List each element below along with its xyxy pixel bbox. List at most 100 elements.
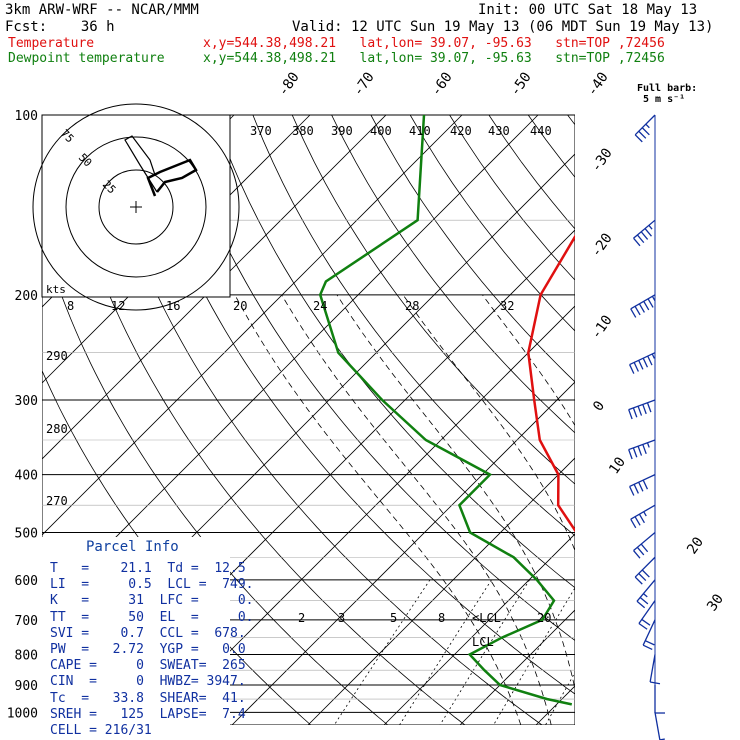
- moist-adiabat-label: 28: [405, 299, 419, 313]
- barb-flag: [642, 357, 649, 368]
- barb-flag: [629, 486, 635, 496]
- wind-barb: [628, 399, 656, 420]
- barb-flag: [644, 228, 652, 237]
- barb-flag: [642, 479, 649, 490]
- barb-flag: [642, 644, 653, 651]
- dry-adiabat: [449, 115, 575, 281]
- moist-adiabat-label: 20: [233, 299, 247, 313]
- parcel-info-row: K = 31 LFC = 0.: [50, 593, 254, 609]
- temperature-legend-label: Temperature: [8, 36, 95, 51]
- theta-label: 400: [370, 124, 392, 138]
- barb-shaft: [630, 294, 656, 310]
- barb-flag: [638, 303, 645, 313]
- barb-flag: [628, 409, 633, 420]
- mixing-ratio-label: 2: [298, 611, 305, 625]
- wind-barb: [629, 474, 656, 496]
- barb-flag: [640, 231, 649, 240]
- wind-barb: [634, 114, 656, 143]
- hodograph-ring: [32, 103, 240, 311]
- isotherm-label: 0: [590, 398, 608, 414]
- dry-adiabat: [95, 115, 543, 725]
- barb-flag: [634, 134, 643, 143]
- barb-half-flag: [651, 295, 656, 301]
- barb-flag: [633, 237, 641, 247]
- barb-flag: [638, 513, 645, 524]
- barb-half-flag: [651, 353, 655, 359]
- parcel-info-row: PW = 2.72 YGP = 0.0: [50, 642, 246, 657]
- barb-flag: [633, 550, 641, 559]
- init-time: Init: 00 UTC Sat 18 May 13: [478, 2, 698, 18]
- isotherm-label: 20: [684, 534, 707, 557]
- barb-shaft: [636, 579, 656, 602]
- barb-flag: [632, 407, 638, 418]
- barb-flag: [630, 518, 637, 529]
- barb-flag: [630, 308, 637, 318]
- barb-flag: [633, 362, 639, 372]
- barb-shaft: [628, 399, 656, 411]
- pressure-label: 1000: [7, 706, 38, 721]
- moist-adiabat-label: 16: [166, 299, 180, 313]
- barb-shaft: [642, 619, 656, 646]
- parcel-info-row: CELL = 216/31: [50, 723, 152, 738]
- dewpoint-profile: [318, 115, 573, 706]
- barb-flag: [636, 234, 645, 244]
- dry-adiabat: [686, 115, 740, 725]
- pressure-label: 100: [15, 109, 38, 124]
- temperature-profile: [527, 234, 575, 533]
- mixing-ratio-line: [493, 587, 575, 725]
- pressure-label: 700: [15, 614, 38, 629]
- barb-shaft: [634, 114, 656, 136]
- barb-flag: [637, 405, 643, 416]
- theta-label: 430: [488, 124, 510, 138]
- dry-adiabat: [173, 115, 575, 641]
- parcel-info-row: Tc = 33.8 SHEAR= 41.: [50, 690, 246, 706]
- wind-barb: [633, 219, 656, 247]
- barb-flag: [641, 127, 650, 136]
- isotherm-label: -20: [588, 230, 616, 260]
- wind-barb: [638, 600, 656, 630]
- wind-barb: [649, 654, 661, 685]
- barb-half-flag: [645, 123, 650, 129]
- barb-shaft: [628, 439, 656, 451]
- dry-adiabat: [646, 115, 740, 725]
- pressure-label: 400: [15, 469, 38, 484]
- hodograph-units: kts: [46, 283, 66, 296]
- isotherm-line: [155, 305, 575, 725]
- barb-flag: [634, 516, 641, 526]
- barb-flag: [637, 445, 643, 456]
- theta-label: 440: [530, 124, 552, 138]
- mixing-ratio-line: [439, 579, 530, 725]
- dry-adiabat: [488, 115, 575, 230]
- lcl-marker: LCL: [472, 635, 494, 649]
- dry-adiabat: [291, 115, 575, 485]
- isotherm-label: -40: [584, 69, 612, 99]
- barb-shaft: [654, 712, 661, 740]
- pressure-label: 300: [15, 394, 38, 409]
- dry-adiabat: [370, 115, 575, 383]
- wind-barb: [654, 685, 665, 714]
- dry-adiabat: [607, 115, 740, 725]
- forecast-hour: Fcst: 36 h: [5, 19, 115, 35]
- moist-adiabat-label: 32: [500, 299, 514, 313]
- parcel-info-title: Parcel Info: [86, 539, 179, 555]
- mixing-ratio-label: 3: [338, 611, 345, 625]
- hodograph-trace: [146, 158, 198, 197]
- dry-adiabat: [55, 115, 466, 725]
- barb-legend-units: 5 m s⁻¹: [643, 94, 686, 105]
- isotherm-line: [42, 115, 463, 536]
- theta-left-label: 280: [46, 422, 68, 436]
- barb-flag: [645, 640, 655, 646]
- parcel-info-row: SREH = 125 LAPSE= 7.4: [50, 706, 246, 722]
- theta-label: 390: [331, 124, 353, 138]
- moist-adiabat: [281, 294, 552, 725]
- dewpoint-legend-label: Dewpoint temperature: [8, 51, 165, 66]
- pressure-label: 900: [15, 679, 38, 694]
- hodograph-ring: [65, 136, 207, 278]
- isotherm-label: -30: [588, 145, 616, 175]
- barb-flag: [642, 444, 647, 455]
- wind-barb: [633, 532, 656, 559]
- valid-time: Valid: 12 UTC Sun 19 May 13 (06 MDT Sun …: [292, 19, 714, 35]
- barb-flag: [636, 600, 646, 609]
- isotherm-label: -50: [507, 69, 535, 99]
